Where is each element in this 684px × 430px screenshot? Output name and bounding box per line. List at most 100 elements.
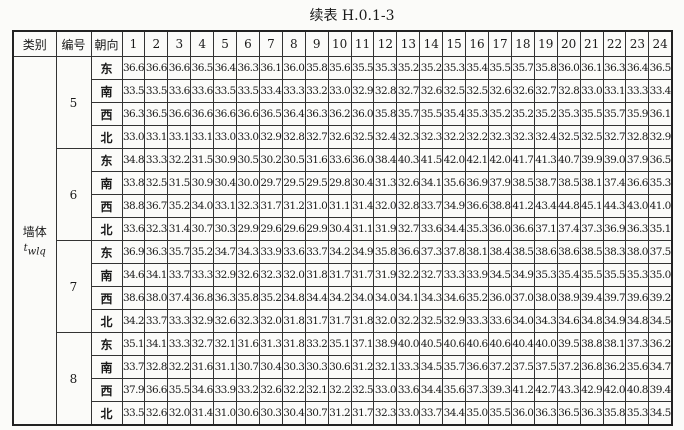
value-cell: 37.1 bbox=[533, 217, 558, 241]
value-cell: 35.5 bbox=[350, 56, 375, 80]
category-cell: 墙体 twlq bbox=[12, 56, 57, 426]
value-cell: 37.0 bbox=[510, 286, 535, 310]
value-cell: 33.3 bbox=[190, 263, 215, 287]
value-cell: 36.3 bbox=[533, 401, 558, 426]
value-cell: 38.3 bbox=[602, 240, 627, 264]
value-cell: 40.8 bbox=[625, 378, 650, 402]
header-hour: 7 bbox=[258, 30, 283, 57]
value-cell: 35.5 bbox=[602, 263, 627, 287]
value-cell: 36.5 bbox=[556, 401, 581, 426]
value-cell: 32.3 bbox=[236, 194, 260, 218]
value-cell: 34.3 bbox=[419, 286, 444, 310]
value-cell: 32.7 bbox=[602, 125, 627, 149]
orientation-cell: 南 bbox=[90, 171, 123, 195]
header-hour: 1 bbox=[121, 30, 146, 57]
value-cell: 32.8 bbox=[373, 79, 398, 103]
value-cell: 39.7 bbox=[602, 286, 627, 310]
orientation-cell: 西 bbox=[90, 286, 123, 310]
table-row: 南 34.6 34.1 33.7 33.3 32.9 32.6 32.3 32.0 31.8 31.… bbox=[13, 263, 673, 287]
value-cell: 35.6 bbox=[625, 355, 650, 379]
value-cell: 36.6 bbox=[236, 102, 260, 126]
value-cell: 40.0 bbox=[396, 332, 421, 356]
value-cell: 30.2 bbox=[258, 148, 283, 172]
value-cell: 35.2 bbox=[167, 194, 192, 218]
value-cell: 30.3 bbox=[304, 355, 329, 379]
value-cell: 30.6 bbox=[236, 401, 260, 426]
orientation-cell: 西 bbox=[90, 378, 123, 402]
value-cell: 34.6 bbox=[442, 286, 467, 310]
value-cell: 32.5 bbox=[556, 125, 581, 149]
value-cell: 33.6 bbox=[327, 148, 352, 172]
value-cell: 33.7 bbox=[144, 309, 169, 333]
value-cell: 32.9 bbox=[442, 309, 467, 333]
value-cell: 32.8 bbox=[281, 125, 306, 149]
value-cell: 42.9 bbox=[579, 378, 604, 402]
value-cell: 36.1 bbox=[648, 102, 673, 126]
value-cell: 32.2 bbox=[327, 378, 352, 402]
value-cell: 31.8 bbox=[281, 309, 306, 333]
value-cell: 32.7 bbox=[190, 332, 215, 356]
orientation-cell: 西 bbox=[90, 194, 123, 218]
value-cell: 32.6 bbox=[236, 263, 260, 287]
value-cell: 38.1 bbox=[465, 240, 489, 264]
value-cell: 37.5 bbox=[533, 355, 558, 379]
value-cell: 31.9 bbox=[373, 263, 398, 287]
value-cell: 33.3 bbox=[144, 148, 169, 172]
value-cell: 36.0 bbox=[281, 56, 306, 80]
value-cell: 32.2 bbox=[396, 309, 421, 333]
value-cell: 31.3 bbox=[258, 332, 283, 356]
value-cell: 36.5 bbox=[258, 102, 283, 126]
table-row: 西 38.8 36.7 35.2 34.0 33.1 32.3 31.7 31.2 31.0 31.… bbox=[13, 194, 673, 218]
table-row: 南 33.7 32.8 32.2 31.6 31.1 30.7 30.4 30.3 30.3 30.… bbox=[13, 355, 673, 379]
value-cell: 33.3 bbox=[167, 332, 192, 356]
header-hour: 21 bbox=[579, 30, 604, 57]
value-cell: 33.3 bbox=[167, 309, 192, 333]
value-cell: 33.3 bbox=[625, 79, 650, 103]
value-cell: 31.7 bbox=[327, 309, 352, 333]
value-cell: 31.1 bbox=[327, 194, 352, 218]
value-cell: 35.5 bbox=[488, 401, 512, 426]
value-cell: 33.8 bbox=[121, 171, 146, 195]
value-cell: 36.4 bbox=[213, 56, 238, 80]
value-cell: 33.0 bbox=[236, 125, 260, 149]
value-cell: 32.5 bbox=[350, 378, 375, 402]
value-cell: 36.9 bbox=[602, 217, 627, 241]
value-cell: 38.9 bbox=[556, 286, 581, 310]
value-cell: 34.5 bbox=[648, 309, 673, 333]
value-cell: 35.3 bbox=[648, 171, 673, 195]
value-cell: 37.9 bbox=[488, 171, 512, 195]
value-cell: 30.7 bbox=[304, 401, 329, 426]
value-cell: 39.5 bbox=[556, 332, 581, 356]
value-cell: 38.8 bbox=[121, 194, 146, 218]
value-cell: 39.0 bbox=[602, 148, 627, 172]
value-cell: 36.3 bbox=[579, 401, 604, 426]
value-cell: 33.2 bbox=[304, 332, 329, 356]
value-cell: 30.7 bbox=[190, 217, 215, 241]
value-cell: 36.3 bbox=[602, 56, 627, 80]
value-cell: 36.6 bbox=[396, 240, 421, 264]
header-hour: 9 bbox=[304, 30, 329, 57]
value-cell: 41.0 bbox=[648, 194, 673, 218]
value-cell: 34.8 bbox=[579, 309, 604, 333]
value-cell: 35.2 bbox=[533, 102, 558, 126]
value-cell: 30.6 bbox=[327, 355, 352, 379]
value-cell: 32.6 bbox=[396, 171, 421, 195]
value-cell: 31.6 bbox=[190, 355, 215, 379]
value-cell: 30.3 bbox=[281, 355, 306, 379]
value-cell: 38.1 bbox=[579, 171, 604, 195]
value-cell: 34.9 bbox=[442, 194, 467, 218]
value-cell: 38.0 bbox=[144, 286, 169, 310]
value-cell: 33.1 bbox=[144, 125, 169, 149]
value-cell: 34.5 bbox=[488, 263, 512, 287]
value-cell: 44.8 bbox=[556, 194, 581, 218]
value-cell: 32.2 bbox=[167, 355, 192, 379]
value-cell: 36.0 bbox=[510, 401, 535, 426]
value-cell: 37.1 bbox=[350, 332, 375, 356]
value-cell: 33.9 bbox=[213, 378, 238, 402]
header-hour: 19 bbox=[533, 30, 558, 57]
value-cell: 44.3 bbox=[602, 194, 627, 218]
value-cell: 34.5 bbox=[419, 355, 444, 379]
value-cell: 33.0 bbox=[396, 401, 421, 426]
value-cell: 31.4 bbox=[167, 217, 192, 241]
value-cell: 36.8 bbox=[190, 286, 215, 310]
